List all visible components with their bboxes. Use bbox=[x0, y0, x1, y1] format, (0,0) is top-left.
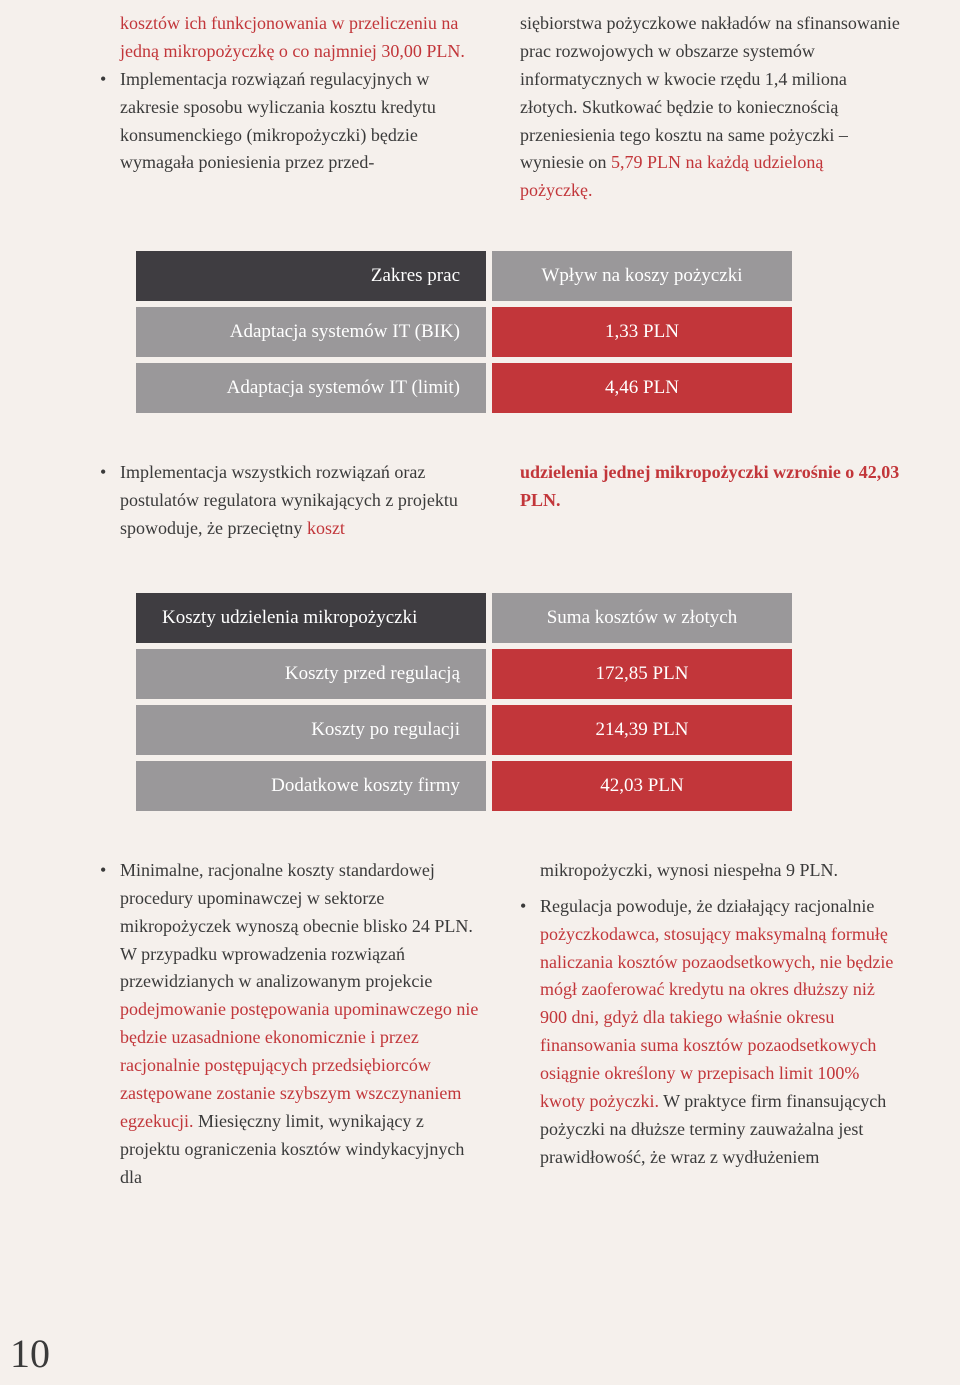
bullet-icon: • bbox=[100, 66, 120, 178]
table-row: Koszty po regulacji 214,39 PLN bbox=[136, 705, 900, 755]
section3-left: • Minimalne, racjonalne koszty standardo… bbox=[100, 857, 480, 1196]
section3-right: mikropożyczki, wynosi niespełna 9 PLN. •… bbox=[520, 857, 900, 1196]
t2-r0-value: 172,85 PLN bbox=[492, 649, 792, 699]
t2-r0-label: Koszty przed regulacją bbox=[136, 649, 486, 699]
section1-left: kosztów ich funkcjonowania w przeliczeni… bbox=[100, 10, 480, 205]
t1-hdr-left: Zakres prac bbox=[136, 251, 486, 301]
table-header: Zakres prac Wpływ na koszy pożyczki bbox=[136, 251, 900, 301]
t2-r2-label: Dodatkowe koszty firmy bbox=[136, 761, 486, 811]
t1-r0-value: 1,33 PLN bbox=[492, 307, 792, 357]
table1: Zakres prac Wpływ na koszy pożyczki Adap… bbox=[136, 251, 900, 413]
t2-hdr-left: Koszty udzielenia mikropożyczki bbox=[136, 593, 486, 643]
s2-right-red: udzielenia jednej mikropożyczki wzrośnie… bbox=[520, 462, 899, 510]
s2-left-red: koszt bbox=[307, 518, 345, 538]
s1-right-a: siębiorstwa pożyczkowe nakładów na sfina… bbox=[520, 13, 900, 172]
s1-left-bullet: Implementacja rozwiązań regulacyjnych w … bbox=[120, 66, 480, 178]
bullet-icon: • bbox=[520, 893, 540, 1172]
table-row: Adaptacja systemów IT (BIK) 1,33 PLN bbox=[136, 307, 900, 357]
s1-left-red: kosztów ich funkcjonowania w przeliczeni… bbox=[120, 13, 465, 61]
t2-hdr-right: Suma kosztów w złotych bbox=[492, 593, 792, 643]
table-row: Dodatkowe koszty firmy 42,03 PLN bbox=[136, 761, 900, 811]
s2-left-plain: Implementacja wszystkich rozwiązań oraz … bbox=[120, 462, 458, 538]
t2-r2-value: 42,03 PLN bbox=[492, 761, 792, 811]
section2: • Implementacja wszystkich rozwiązań ora… bbox=[100, 459, 900, 547]
table2: Koszty udzielenia mikropożyczki Suma kos… bbox=[136, 593, 900, 811]
t1-r1-value: 4,46 PLN bbox=[492, 363, 792, 413]
s3-left-a: Minimalne, racjonalne koszty standardowe… bbox=[120, 860, 473, 992]
section1-right: siębiorstwa pożyczkowe nakładów na sfina… bbox=[520, 10, 900, 205]
section2-right: udzielenia jednej mikropożyczki wzrośnie… bbox=[520, 459, 900, 547]
table-header: Koszty udzielenia mikropożyczki Suma kos… bbox=[136, 593, 900, 643]
table-row: Koszty przed regulacją 172,85 PLN bbox=[136, 649, 900, 699]
section1: kosztów ich funkcjonowania w przeliczeni… bbox=[100, 10, 900, 205]
page-number: 10 bbox=[10, 1330, 50, 1377]
t2-r1-label: Koszty po regulacji bbox=[136, 705, 486, 755]
table-row: Adaptacja systemów IT (limit) 4,46 PLN bbox=[136, 363, 900, 413]
t1-hdr-right: Wpływ na koszy pożyczki bbox=[492, 251, 792, 301]
section3: • Minimalne, racjonalne koszty standardo… bbox=[100, 857, 900, 1196]
s3-right-top: mikropożyczki, wynosi niespełna 9 PLN. bbox=[540, 860, 838, 880]
t1-r0-label: Adaptacja systemów IT (BIK) bbox=[136, 307, 486, 357]
bullet-icon: • bbox=[100, 459, 120, 543]
section2-left: • Implementacja wszystkich rozwiązań ora… bbox=[100, 459, 480, 547]
t1-r1-label: Adaptacja systemów IT (limit) bbox=[136, 363, 486, 413]
bullet-icon: • bbox=[100, 857, 120, 1192]
s3-rb-red: pożyczkodawca, stosujący maksymalną form… bbox=[540, 924, 893, 1111]
s3-rb-a: Regulacja powoduje, że działający racjon… bbox=[540, 896, 874, 916]
t2-r1-value: 214,39 PLN bbox=[492, 705, 792, 755]
